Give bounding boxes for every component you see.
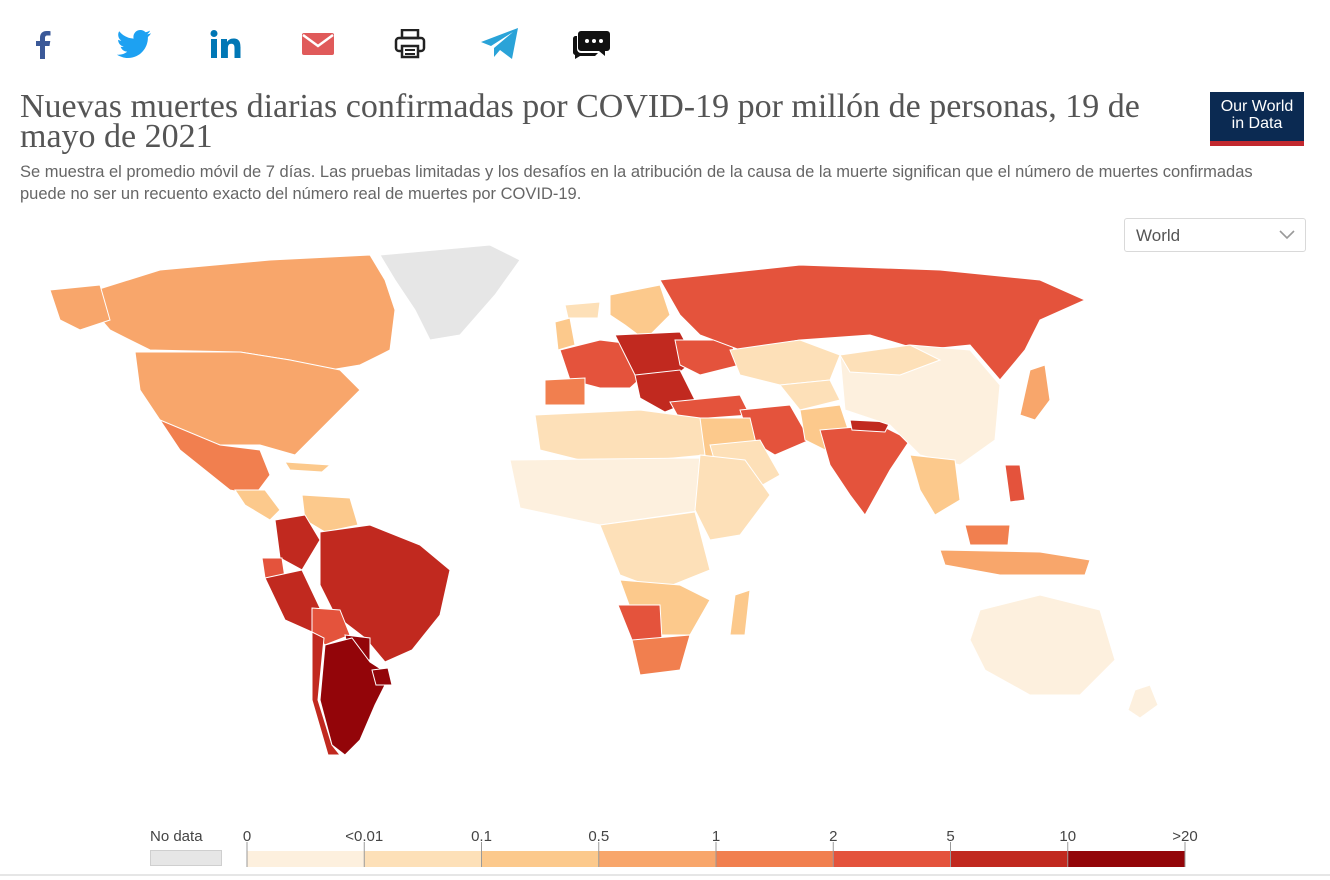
country-iberia[interactable] (544, 377, 586, 406)
legend-no-data-swatch (150, 850, 222, 866)
country-uk[interactable] (554, 317, 576, 351)
country-central-asia[interactable] (779, 379, 841, 411)
region-select[interactable]: World (1124, 218, 1306, 252)
chevron-down-icon (1279, 230, 1295, 240)
country-india[interactable] (819, 424, 911, 516)
world-map (49, 244, 1159, 756)
owid-logo-line1: Our World (1220, 98, 1294, 115)
country-central-america[interactable] (234, 489, 281, 521)
telegram-icon[interactable] (480, 26, 520, 62)
legend-bin-0[interactable] (247, 851, 365, 867)
legend-tick-label: 2 (829, 828, 838, 845)
legend-tick-label: 0.1 (471, 828, 492, 845)
country-east-africa[interactable] (694, 454, 771, 541)
country-usa[interactable] (134, 351, 361, 456)
country-china[interactable] (839, 344, 1001, 466)
country-chile[interactable] (311, 631, 342, 756)
country-madagascar[interactable] (729, 589, 751, 636)
chart-title: Nuevas muertes diarias confirmadas por C… (20, 88, 1140, 155)
legend-tick-label: 5 (946, 828, 955, 845)
country-alaska[interactable] (49, 284, 111, 331)
share-bar (0, 0, 700, 90)
country-cuba[interactable] (284, 461, 332, 473)
country-indonesia[interactable] (939, 549, 1091, 576)
country-colombia[interactable] (274, 514, 321, 571)
print-icon[interactable] (390, 26, 430, 62)
country-philippines[interactable] (1004, 464, 1026, 503)
legend-tick-label: 0 (242, 828, 252, 845)
country-scandinavia[interactable] (609, 284, 671, 341)
country-japan[interactable] (1019, 364, 1051, 421)
country-central-africa[interactable] (599, 511, 711, 591)
legend-bin-4[interactable] (716, 851, 834, 867)
legend-tick-label: 1 (711, 828, 721, 845)
comments-icon[interactable] (572, 26, 612, 62)
bottom-divider (0, 874, 1330, 876)
country-nepal[interactable] (849, 419, 891, 433)
country-central-europe[interactable] (614, 331, 696, 381)
country-new-zealand[interactable] (1127, 684, 1159, 719)
country-namibia-botswana[interactable] (617, 604, 663, 641)
country-greenland[interactable] (379, 244, 521, 341)
country-south-africa[interactable] (631, 634, 691, 676)
legend-tick-label: >20 (1172, 828, 1198, 845)
country-uruguay[interactable] (371, 667, 393, 686)
legend-bin-2[interactable] (481, 851, 599, 867)
legend-tick-label: 0.5 (588, 828, 610, 845)
legend-color-bar (246, 842, 1186, 867)
country-malaysia[interactable] (964, 524, 1011, 546)
country-canada[interactable] (79, 254, 396, 371)
facebook-icon[interactable] (22, 26, 62, 62)
legend-tick-label: <0.01 (345, 828, 384, 845)
legend-no-data-label: No data (150, 828, 203, 845)
linkedin-icon[interactable] (206, 26, 246, 62)
legend-bin-7[interactable] (1067, 851, 1185, 867)
country-russia[interactable] (659, 264, 1087, 381)
country-iceland[interactable] (564, 301, 601, 319)
owid-logo[interactable]: Our World in Data (1210, 92, 1304, 146)
country-bolivia[interactable] (311, 607, 351, 646)
chart-subtitle: Se muestra el promedio móvil de 7 días. … (20, 163, 1253, 203)
twitter-icon[interactable] (114, 26, 154, 62)
color-legend: No data 0 <0.01 0.1 0.5 1 2 5 10 >20 (0, 820, 1330, 870)
owid-logo-line2: in Data (1231, 115, 1283, 132)
email-icon[interactable] (298, 26, 338, 62)
region-select-value: World (1136, 226, 1181, 245)
country-argentina[interactable] (319, 637, 391, 756)
country-southeast-asia[interactable] (909, 454, 961, 516)
country-north-africa[interactable] (534, 409, 706, 466)
legend-tick-label: 10 (1059, 828, 1077, 845)
legend-bin-5[interactable] (833, 851, 951, 867)
legend-bin-6[interactable] (950, 851, 1068, 867)
country-mongolia[interactable] (839, 344, 942, 376)
country-brazil[interactable] (319, 524, 451, 663)
country-australia[interactable] (969, 594, 1116, 696)
legend-bin-1[interactable] (364, 851, 482, 867)
legend-bin-3[interactable] (598, 851, 716, 867)
